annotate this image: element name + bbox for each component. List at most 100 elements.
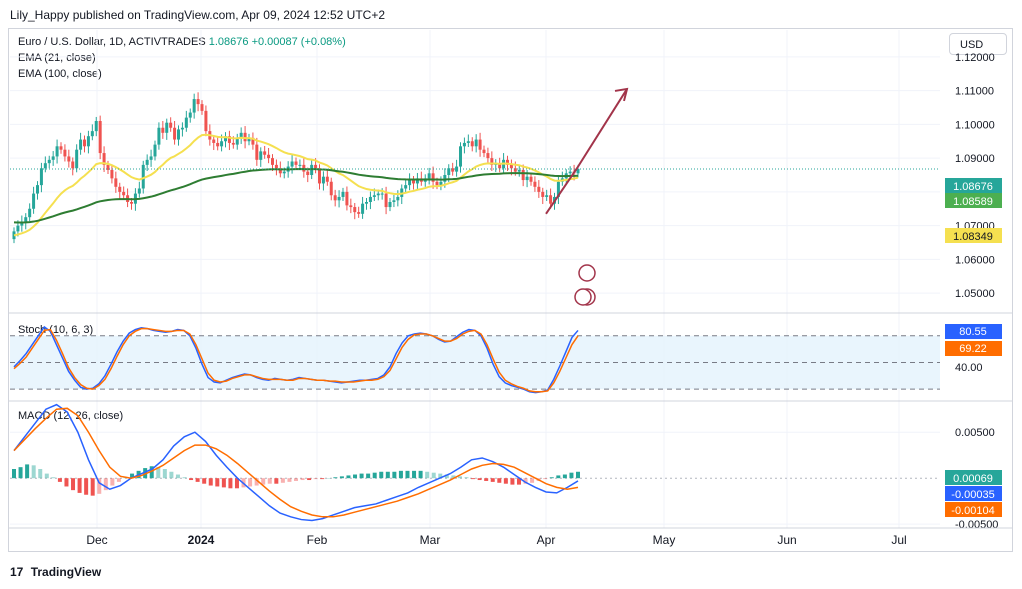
macd-histogram-bar [97, 478, 102, 494]
ema21-line [13, 133, 579, 237]
macd-histogram-bar [175, 474, 180, 479]
stoch-k-badge [945, 324, 1002, 339]
candle-body [47, 159, 51, 164]
currency-button[interactable]: USD [949, 33, 1007, 55]
forecast-arrow [545, 88, 628, 215]
candle-body [298, 164, 302, 166]
price-axis-badge [945, 228, 1002, 243]
macd-histogram-bar [438, 473, 443, 479]
candle-body [180, 127, 184, 130]
symbol-legend[interactable]: Euro / U.S. Dollar, 1D, ACTIVTRADES 1.08… [18, 34, 346, 50]
macd-histogram-bar [333, 477, 338, 479]
candle-body [106, 164, 110, 170]
time-axis-label: Jul [891, 533, 906, 547]
macd-histogram-bar [569, 472, 574, 479]
macd-tick-label: 0.00500 [955, 427, 995, 439]
candle-body [517, 169, 521, 172]
candle-body [306, 171, 310, 175]
candle-body [439, 181, 443, 186]
time-axis-label: Jun [777, 533, 796, 547]
macd-histogram-bar [523, 478, 528, 484]
candle-body [220, 141, 224, 147]
candle-body [341, 191, 345, 197]
candle-body [537, 186, 541, 192]
macd-histogram-bar [195, 478, 200, 482]
macd-line [13, 403, 579, 522]
candle-body [63, 149, 67, 157]
macd-histogram-bar [18, 467, 23, 479]
macd-histogram-bar [320, 478, 325, 480]
candle-body [384, 193, 388, 208]
candle-body [102, 153, 106, 165]
candle-body [263, 151, 267, 155]
candle-body [16, 225, 20, 232]
candle-body [513, 168, 517, 172]
time-axis-label: 2024 [188, 533, 215, 547]
candle-body [192, 99, 196, 113]
candle-body [169, 122, 173, 128]
candle-body [380, 193, 384, 195]
candle-body [259, 151, 263, 160]
macd-histogram-bar [254, 478, 259, 486]
macd-histogram-bar [234, 478, 239, 489]
candle-body [110, 169, 114, 179]
candle-body [184, 117, 188, 128]
price-axis-badge [945, 178, 1002, 193]
candle-body [435, 181, 439, 186]
candle-body [357, 212, 361, 214]
macd-signal-line [13, 407, 579, 518]
macd-histogram-bar [484, 478, 489, 481]
macd-histogram-bar [64, 478, 69, 487]
candle-body [28, 208, 32, 218]
macd-histogram-bar [51, 477, 56, 479]
macd-histogram-bar [202, 478, 207, 484]
macd-histogram-bar [261, 478, 266, 485]
macd-value-badge [945, 502, 1002, 517]
ema100-legend[interactable]: EMA (100, close) [18, 68, 102, 80]
stoch-k-line [13, 325, 579, 394]
candle-body [415, 178, 419, 184]
macd-value-label: 0.00069 [953, 473, 993, 485]
macd-histogram-bar [425, 471, 430, 479]
candle-body [231, 142, 235, 145]
candle-body [321, 176, 325, 184]
candle-body [521, 169, 525, 181]
tradingview-footer[interactable]: 17 TradingView [10, 565, 101, 579]
macd-histogram-bar [300, 478, 305, 481]
candle-body [408, 180, 412, 186]
macd-histogram-bar [228, 478, 233, 489]
macd-histogram-bar [307, 478, 312, 481]
candle-body [83, 139, 86, 147]
time-axis-label: May [653, 533, 676, 547]
macd-histogram-bar [280, 478, 285, 483]
candle-body [506, 159, 509, 165]
candle-body [36, 185, 39, 194]
candle-body [392, 200, 396, 202]
candle-body [290, 161, 294, 167]
macd-histogram-bar [274, 478, 279, 484]
macd-histogram-bar [556, 475, 561, 479]
candle-body [39, 168, 43, 186]
candle-body [67, 156, 71, 162]
macd-histogram-bar [392, 471, 397, 479]
candle-body [541, 191, 545, 197]
macd-histogram-bar [549, 477, 554, 479]
macd-histogram-bar [516, 478, 521, 485]
macd-histogram-bar [510, 478, 515, 485]
macd-histogram-bar [130, 473, 135, 479]
candle-body [196, 99, 200, 105]
macd-histogram-bar [326, 478, 331, 479]
macd-histogram-bar [287, 478, 292, 482]
macd-histogram-bar [116, 478, 121, 482]
price-tick-label: 1.12000 [955, 52, 995, 64]
stoch-legend[interactable]: Stoch (10, 6, 3) [18, 324, 94, 336]
stoch-d-label: 69.22 [959, 343, 987, 355]
macd-histogram-bar [379, 471, 384, 479]
candle-body [278, 168, 282, 174]
ema21-legend[interactable]: EMA (21, close) [18, 52, 96, 64]
macd-histogram-bar [451, 475, 456, 479]
macd-histogram-bar [294, 478, 298, 481]
candle-body [165, 122, 169, 133]
candle-body [75, 149, 79, 169]
